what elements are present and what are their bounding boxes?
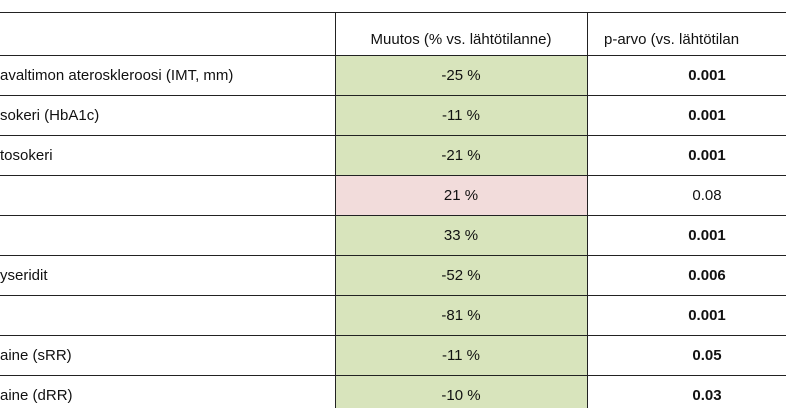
- change-bg: [335, 375, 587, 408]
- column-border: [335, 12, 336, 408]
- row-border: [0, 375, 786, 376]
- row-label: yseridit: [0, 266, 48, 284]
- change-value: 21 %: [443, 186, 479, 204]
- p-value: 0.001: [688, 106, 726, 124]
- p-value: 0.001: [688, 66, 726, 84]
- change-value: -21 %: [441, 146, 481, 164]
- row-border: [0, 95, 786, 96]
- row-border: [0, 175, 786, 176]
- change-value: -11 %: [441, 106, 481, 124]
- row-border: [0, 335, 786, 336]
- row-border: [0, 215, 786, 216]
- p-value: 0.08: [692, 186, 722, 204]
- change-bg: [335, 95, 587, 135]
- header-cell: p-arvo (vs. lähtötilan: [604, 30, 740, 48]
- p-value: 0.001: [688, 306, 726, 324]
- p-value: 0.001: [688, 146, 726, 164]
- p-value: 0.006: [688, 266, 726, 284]
- change-bg: [335, 295, 587, 335]
- change-value: -11 %: [441, 346, 481, 364]
- change-value: -52 %: [441, 266, 481, 284]
- change-value: -25 %: [441, 66, 481, 84]
- change-bg: [335, 135, 587, 175]
- column-border: [587, 12, 588, 408]
- change-value: 33 %: [443, 226, 479, 244]
- change-bg: [335, 55, 587, 95]
- row-label: avaltimon ateroskleroosi (IMT, mm): [0, 66, 234, 84]
- row-border: [0, 295, 786, 296]
- row-label: aine (sRR): [0, 346, 72, 364]
- p-value: 0.001: [688, 226, 726, 244]
- p-value: 0.03: [692, 386, 722, 404]
- row-border: [0, 55, 786, 56]
- row-border: [0, 12, 786, 13]
- row-label: sokeri (HbA1c): [0, 106, 100, 124]
- row-label: tosokeri: [0, 146, 53, 164]
- row-border: [0, 255, 786, 256]
- change-bg: [335, 175, 587, 215]
- change-bg: [335, 215, 587, 255]
- change-value: -10 %: [441, 386, 481, 404]
- p-value: 0.05: [692, 346, 722, 364]
- header-cell: Muutos (% vs. lähtötilanne): [370, 30, 552, 48]
- row-border: [0, 135, 786, 136]
- row-label: aine (dRR): [0, 386, 73, 404]
- change-bg: [335, 255, 587, 295]
- change-bg: [335, 335, 587, 375]
- change-value: -81 %: [441, 306, 481, 324]
